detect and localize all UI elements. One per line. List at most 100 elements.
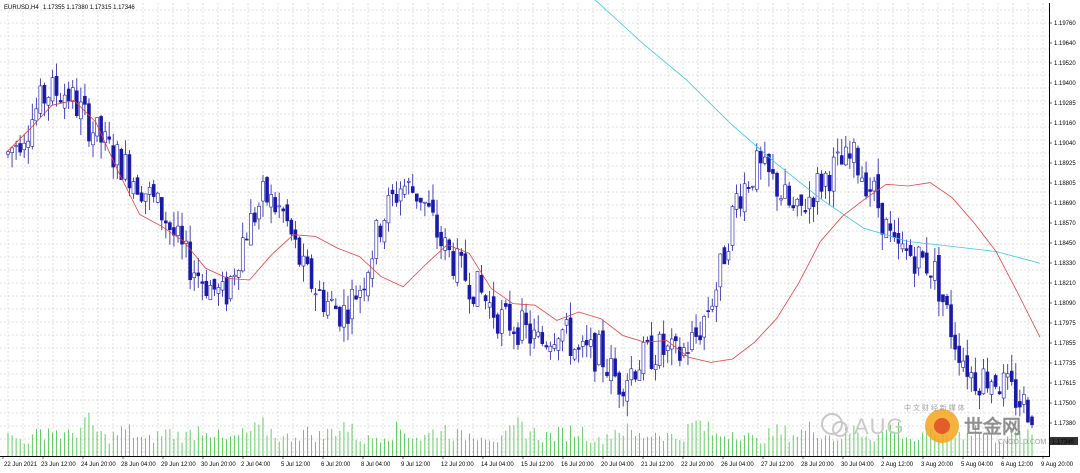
candle-body <box>253 212 257 223</box>
candle-body <box>216 287 221 294</box>
candle-body <box>904 248 909 251</box>
candle-body <box>969 372 974 379</box>
candle-body <box>390 189 395 195</box>
candle-body <box>629 368 634 381</box>
watermark-logo: AUG 世金网 CNGOLD.COM 中 文 财 经 新 媒 体 <box>821 403 1046 446</box>
time-tick-label: 2 Aug 12:00 <box>881 462 914 468</box>
candle-body <box>520 310 524 341</box>
candle-body <box>807 196 812 210</box>
candle-body <box>835 151 840 154</box>
time-tick-label: 5 Jul 12:00 <box>281 462 311 468</box>
candle-body <box>362 288 366 291</box>
price-tick-label: 1.18925 <box>1054 161 1076 167</box>
cngold-logo-core <box>934 418 950 434</box>
candle-body <box>147 187 152 195</box>
candle-body <box>30 119 35 147</box>
candle-body <box>1022 394 1026 405</box>
candle-body <box>540 332 545 344</box>
candle-body <box>783 184 787 199</box>
chart-header: EURUSD,H4 1.17355 1.17380 1.17315 1.1734… <box>4 5 135 11</box>
price-tick-label: 1.19040 <box>1054 141 1076 147</box>
candle-body <box>564 319 569 326</box>
candle-body <box>119 148 124 180</box>
candle-body <box>386 195 391 224</box>
candle-body <box>860 177 864 182</box>
candle-body <box>107 136 111 140</box>
time-tick-label: 27 Jul 12:00 <box>761 462 794 468</box>
time-tick-label: 26 Jul 04:00 <box>721 462 754 468</box>
candle-body <box>439 232 443 247</box>
candle-body <box>945 296 949 306</box>
candle-body <box>127 154 132 189</box>
price-tick-label: 1.19400 <box>1054 81 1076 87</box>
candle-body <box>787 185 791 206</box>
candle-body <box>244 238 249 241</box>
candle-body <box>164 220 168 224</box>
candle-body <box>556 338 561 351</box>
candle-body <box>115 144 120 166</box>
candle-body <box>135 177 140 195</box>
candle-body <box>131 181 136 195</box>
candle-body <box>342 305 346 328</box>
current-price-tag: 1.17346 <box>1050 437 1078 446</box>
candle-body <box>143 193 148 202</box>
candle-body <box>410 186 415 193</box>
time-tick-label: 22 Jun 2021 <box>4 462 38 468</box>
candle-body <box>491 296 496 318</box>
candle-body <box>1018 401 1022 408</box>
candle-body <box>516 327 520 345</box>
candle-body <box>483 295 488 302</box>
time-tick-label: 30 Jul 04:00 <box>841 462 874 468</box>
candle-body <box>495 314 500 334</box>
ma-fast-line <box>7 99 1041 363</box>
candle-body <box>657 333 662 366</box>
candle-body <box>350 289 354 320</box>
candle-body <box>961 360 965 368</box>
candle-body <box>374 220 379 259</box>
candle-body <box>317 289 322 291</box>
candle-body <box>281 208 286 212</box>
candle-body <box>593 333 597 372</box>
candle-body <box>706 310 711 313</box>
time-tick-label: 16 Jul 20:00 <box>561 462 594 468</box>
candle-body <box>767 153 771 173</box>
candle-body <box>649 335 654 369</box>
time-tick-label: 29 Jun 12:00 <box>161 462 196 468</box>
candle-body <box>888 223 893 231</box>
candle-body <box>609 358 613 381</box>
candle-body <box>406 180 411 183</box>
candle-body <box>722 247 727 265</box>
candle-body <box>920 251 925 258</box>
candle-body <box>965 355 970 377</box>
price-tick-label: 1.19285 <box>1054 101 1076 107</box>
candle-body <box>414 193 419 202</box>
candle-body <box>329 298 334 301</box>
candle-body <box>382 220 387 243</box>
candle-body <box>981 368 986 395</box>
candle-body <box>536 331 541 337</box>
candle-body <box>613 358 617 377</box>
candle-body <box>504 303 508 307</box>
candle-body <box>528 323 532 344</box>
symbol-label: EURUSD,H4 <box>4 5 39 11</box>
candle-body <box>876 174 880 209</box>
candle-body <box>249 213 253 246</box>
candle-body <box>236 270 241 278</box>
candle-body <box>552 344 557 349</box>
candle-body <box>852 142 856 163</box>
candle-body <box>180 225 184 245</box>
candle-body <box>726 251 731 261</box>
time-tick-label: 6 Aug 12:00 <box>1001 462 1034 468</box>
time-tick-label: 21 Jul 12:00 <box>641 462 674 468</box>
price-axis-line <box>1049 3 1050 456</box>
price-tick-label: 1.17735 <box>1054 361 1076 367</box>
candle-body <box>463 253 468 281</box>
candle-body <box>775 172 779 197</box>
candle-body <box>46 97 51 106</box>
candle-body <box>621 391 626 397</box>
candle-body <box>839 155 844 165</box>
candle-body <box>941 294 945 303</box>
candle-body <box>884 218 889 238</box>
candle-body <box>750 185 755 188</box>
